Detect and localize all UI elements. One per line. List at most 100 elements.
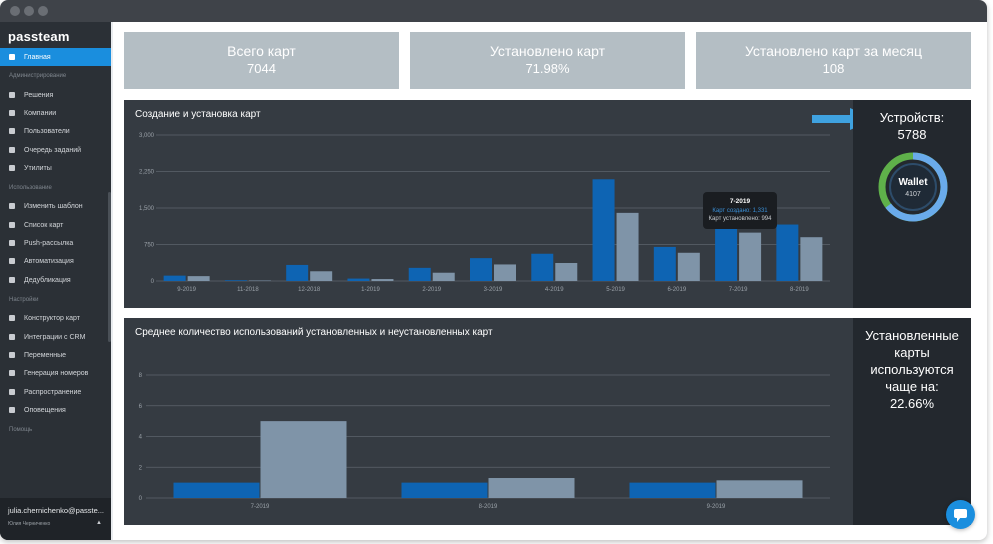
sidebar-item-label: Дедубликация xyxy=(24,276,71,284)
bar-series-2[interactable] xyxy=(260,421,347,498)
stat-label: Установлено карт xyxy=(489,43,606,59)
chat-button[interactable] xyxy=(946,500,975,529)
sidebar-item-job-queue[interactable]: Очередь заданий xyxy=(0,141,111,159)
bell-icon xyxy=(9,389,15,395)
y-tick-label: 0 xyxy=(151,279,155,285)
user-menu[interactable]: julia.chernichenko@passte... Юлия Чернич… xyxy=(0,498,111,540)
sidebar-item-edit-template[interactable]: Изменить шаблон xyxy=(0,197,111,215)
bar-series-1[interactable] xyxy=(776,224,799,281)
bar-series-2[interactable] xyxy=(616,212,639,281)
sidebar-item-automation[interactable]: Автоматизация xyxy=(0,252,111,270)
sidebar-item-users[interactable]: Пользователи xyxy=(0,122,111,140)
bar-series-2[interactable] xyxy=(310,271,333,281)
stat-value: 71.98% xyxy=(525,61,570,76)
user-name: Юлия Черниченко xyxy=(8,521,51,527)
bar-series-1[interactable] xyxy=(224,280,247,281)
minimize-window-icon[interactable] xyxy=(24,6,34,16)
bar-series-2[interactable] xyxy=(555,262,578,281)
bar-chart-creation: 0 750 1,500 2,250 3,000 9-2019 11-2018 12-2018 1… xyxy=(139,133,830,293)
sidebar-item-distribution[interactable]: Распространение xyxy=(0,383,111,401)
y-tick-label: 3,000 xyxy=(139,133,155,139)
sidebar-item-label: Пользователи xyxy=(24,127,70,135)
y-tick-label: 2 xyxy=(139,465,143,471)
bar-series-1[interactable] xyxy=(629,482,716,498)
sidebar-item-label: Распространение xyxy=(24,388,82,396)
bar-series-1[interactable] xyxy=(173,482,260,498)
donut-value: 4107 xyxy=(905,191,921,198)
bar-series-2[interactable] xyxy=(800,237,823,281)
chat-icon xyxy=(954,509,967,522)
y-tick-label: 8 xyxy=(139,373,143,379)
bar-series-1[interactable] xyxy=(347,278,370,281)
bar-series-2[interactable] xyxy=(187,276,210,281)
sidebar-item-label: Утилиты xyxy=(24,164,52,172)
list-icon xyxy=(9,222,15,228)
x-tick-label: 8-2019 xyxy=(479,504,498,510)
bar-series-2[interactable] xyxy=(739,232,762,281)
sidebar-item-solutions[interactable]: Решения xyxy=(0,86,111,104)
bar-series-2[interactable] xyxy=(432,272,455,281)
sidebar-section-settings: Настройки xyxy=(9,297,39,303)
usage-summary-text: Установленные карты используются чаще на… xyxy=(859,327,965,412)
sidebar-item-home[interactable]: Главная xyxy=(0,48,111,66)
bar-series-1[interactable] xyxy=(401,482,488,498)
bar-series-2[interactable] xyxy=(488,478,575,498)
close-window-icon[interactable] xyxy=(10,6,20,16)
summary-line: карты xyxy=(894,345,930,360)
usage-summary-box: Установленные карты используются чаще на… xyxy=(853,318,971,525)
sidebar-item-label: Компании xyxy=(24,109,57,117)
tooltip-created: Карт создано: 1,331 xyxy=(712,208,768,214)
stat-value: 7044 xyxy=(247,61,276,76)
maximize-window-icon[interactable] xyxy=(38,6,48,16)
bar-series-1[interactable] xyxy=(470,258,492,281)
bar-series-2[interactable] xyxy=(494,264,516,281)
tooltip-title: 7-2019 xyxy=(729,198,751,205)
sidebar-section-admin: Администрирование xyxy=(9,73,67,79)
bar-series-2[interactable] xyxy=(371,279,394,281)
x-tick-label: 5-2019 xyxy=(606,287,625,293)
y-tick-label: 750 xyxy=(144,243,155,249)
building-icon xyxy=(9,110,15,116)
x-tick-label: 3-2019 xyxy=(484,287,503,293)
chart-title: Среднее количество использований установ… xyxy=(135,327,493,338)
app-logo[interactable]: passteam xyxy=(8,29,70,44)
bar-series-1[interactable] xyxy=(592,179,615,281)
bar-series-1[interactable] xyxy=(286,264,309,281)
bar-series-1[interactable] xyxy=(408,267,431,281)
sidebar-item-card-builder[interactable]: Конструктор карт xyxy=(0,309,111,327)
bar-series-2[interactable] xyxy=(677,252,700,281)
sidebar-scrollbar[interactable] xyxy=(108,192,111,342)
y-tick-label: 6 xyxy=(139,404,143,410)
stat-card-installed-month: Установлено карт за месяц 108 xyxy=(696,32,971,89)
x-tick-label: 1-2019 xyxy=(361,287,380,293)
sidebar-item-push[interactable]: Push-рассылка xyxy=(0,234,111,252)
bar-series-2[interactable] xyxy=(716,480,803,498)
sidebar: passteam Главная Администрирование Решен… xyxy=(0,22,111,540)
bar-series-1[interactable] xyxy=(163,275,186,281)
sidebar-item-card-list[interactable]: Список карт xyxy=(0,216,111,234)
x-tick-label: 9-2019 xyxy=(177,287,196,293)
stat-label: Установлено карт за месяц xyxy=(744,43,923,59)
sidebar-item-deduplication[interactable]: Дедубликация xyxy=(0,271,111,289)
devices-title: Устройств: xyxy=(879,110,945,125)
sidebar-item-number-generation[interactable]: Генерация номеров xyxy=(0,364,111,382)
devices-value: 5788 xyxy=(897,127,927,142)
clock-icon xyxy=(9,258,15,264)
bar-series-1[interactable] xyxy=(653,246,676,281)
grid-icon xyxy=(9,370,15,376)
sidebar-item-companies[interactable]: Компании xyxy=(0,104,111,122)
sidebar-section-help: Помощь xyxy=(9,427,33,433)
sidebar-item-variables[interactable]: Переменные xyxy=(0,346,111,364)
chart-tooltip: 7-2019 Карт создано: 1,331 Карт установл… xyxy=(703,192,777,229)
users-icon xyxy=(9,128,15,134)
bar-series-1[interactable] xyxy=(531,253,554,281)
sidebar-item-label: Главная xyxy=(24,53,51,61)
sidebar-item-notifications[interactable]: Оповещения xyxy=(0,401,111,419)
sidebar-item-crm[interactable]: Интеграции с CRM xyxy=(0,328,111,346)
caret-up-icon[interactable]: ▲ xyxy=(96,520,102,526)
x-tick-label: 2-2019 xyxy=(422,287,441,293)
sidebar-item-utilities[interactable]: Утилиты xyxy=(0,159,111,177)
bar-series-1[interactable] xyxy=(715,216,738,281)
stat-label: Всего карт xyxy=(227,43,296,59)
